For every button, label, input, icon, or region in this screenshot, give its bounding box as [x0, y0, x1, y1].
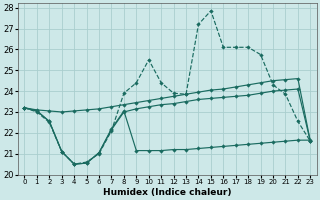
X-axis label: Humidex (Indice chaleur): Humidex (Indice chaleur) [103, 188, 232, 197]
